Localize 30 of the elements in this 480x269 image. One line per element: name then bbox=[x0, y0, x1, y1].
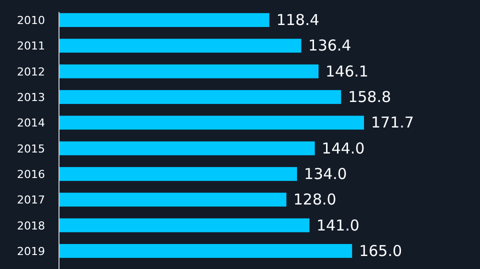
bar bbox=[59, 244, 352, 258]
bar bbox=[59, 192, 286, 207]
data-label: 165.0 bbox=[359, 242, 402, 260]
data-label: 141.0 bbox=[316, 216, 360, 234]
y-tick-label: 2019 bbox=[17, 244, 45, 258]
y-tick-label: 2010 bbox=[17, 14, 45, 28]
y-tick-label: 2013 bbox=[17, 91, 45, 104]
y-tick-label: 2014 bbox=[17, 116, 45, 130]
data-label: 134.0 bbox=[304, 164, 347, 183]
bar bbox=[59, 13, 270, 27]
data-label: 144.0 bbox=[322, 139, 365, 158]
data-label: 158.8 bbox=[348, 88, 392, 106]
data-label: 146.1 bbox=[326, 62, 368, 80]
bar bbox=[59, 38, 302, 53]
y-tick-label: 2015 bbox=[17, 142, 45, 156]
bar bbox=[59, 116, 364, 130]
y-tick-label: 2012 bbox=[17, 65, 45, 78]
data-label: 171.7 bbox=[371, 114, 414, 132]
data-label: 136.4 bbox=[308, 36, 352, 55]
y-tick-label: 2016 bbox=[17, 168, 45, 181]
bar bbox=[59, 90, 342, 104]
bar bbox=[59, 167, 298, 181]
bar bbox=[59, 64, 319, 78]
data-label: 128.0 bbox=[293, 190, 336, 209]
bar bbox=[59, 141, 315, 156]
y-tick-label: 2011 bbox=[17, 40, 45, 53]
data-label: 118.4 bbox=[276, 11, 320, 30]
y-tick-label: 2017 bbox=[17, 194, 45, 207]
y-tick-label: 2018 bbox=[17, 219, 45, 232]
bar bbox=[59, 218, 310, 232]
